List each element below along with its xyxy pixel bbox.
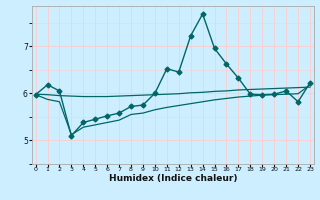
X-axis label: Humidex (Indice chaleur): Humidex (Indice chaleur) [108, 174, 237, 183]
